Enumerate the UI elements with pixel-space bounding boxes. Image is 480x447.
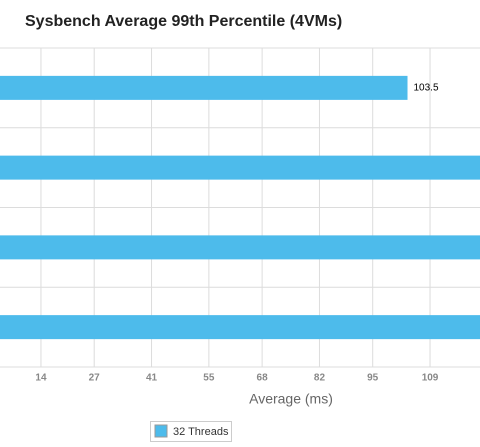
x-tick-label: 82 [314, 373, 326, 384]
x-tick-label: 41 [146, 373, 158, 384]
legend [150, 421, 232, 442]
x-axis-title: Average (ms) [249, 391, 333, 407]
bar [0, 75, 408, 100]
x-tick-label: 95 [367, 373, 379, 384]
x-tick-label: 55 [203, 373, 215, 384]
bar [0, 235, 480, 260]
x-tick-label: 14 [35, 373, 47, 384]
chart-title: Sysbench Average 99th Percentile (4VMs) [25, 13, 342, 30]
x-tick-label: 68 [257, 373, 269, 384]
legend-swatch [154, 424, 168, 438]
legend-label: 32 Threads [173, 426, 229, 438]
data-label: 103.5 [414, 83, 439, 94]
bar [0, 315, 480, 340]
x-tick-label: 27 [89, 373, 101, 384]
x-tick-label: 109 [422, 373, 439, 384]
bar [0, 155, 480, 180]
